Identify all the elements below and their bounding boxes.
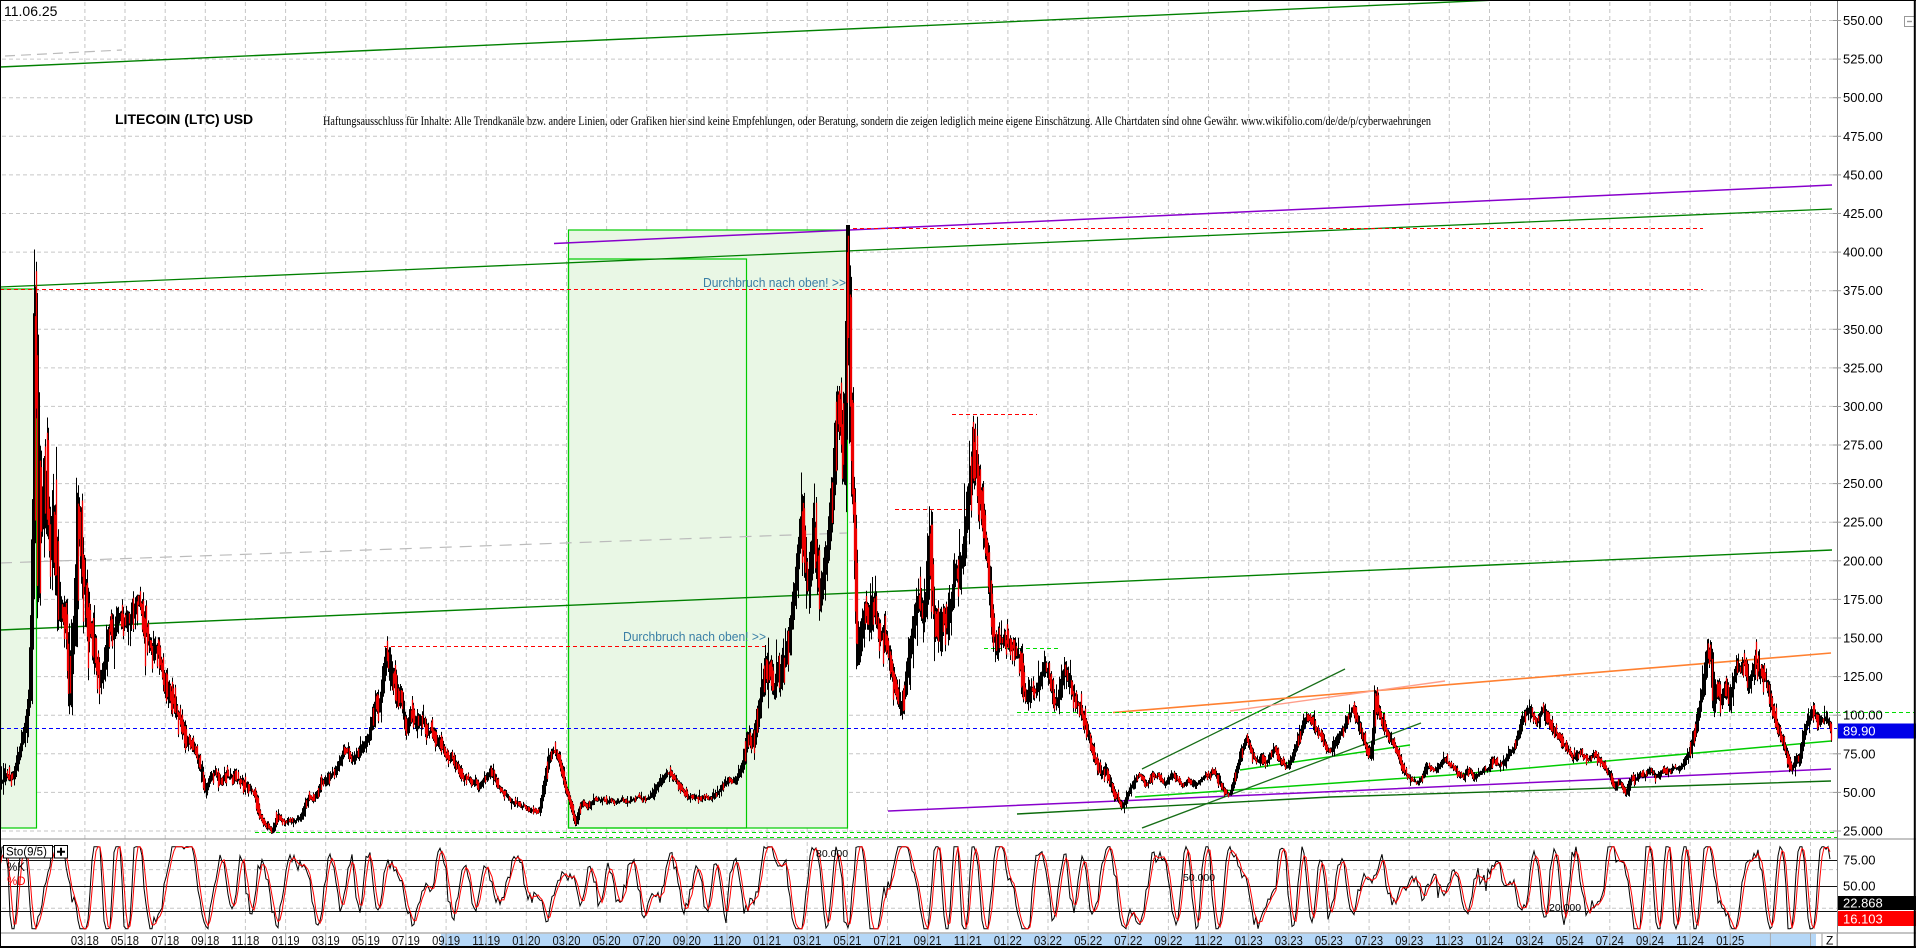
- svg-text:125.00: 125.00: [1843, 669, 1883, 684]
- svg-text:01.23: 01.23: [1235, 934, 1263, 948]
- svg-text:07.18: 07.18: [151, 934, 179, 948]
- svg-text:250.00: 250.00: [1843, 476, 1883, 491]
- svg-text:11.21: 11.21: [954, 934, 982, 948]
- svg-text:09.21: 09.21: [914, 934, 942, 948]
- svg-text:150.00: 150.00: [1843, 631, 1883, 646]
- svg-text:350.00: 350.00: [1843, 322, 1883, 337]
- svg-text:550.00: 550.00: [1843, 13, 1883, 28]
- svg-text:Sto(9/5): Sto(9/5): [6, 847, 47, 859]
- svg-text:01.25: 01.25: [1716, 934, 1744, 948]
- svg-text:03.21: 03.21: [793, 934, 821, 948]
- svg-text:75.00: 75.00: [1843, 746, 1876, 761]
- svg-text:300.00: 300.00: [1843, 399, 1883, 414]
- svg-text:450.00: 450.00: [1843, 167, 1883, 182]
- svg-text:425.00: 425.00: [1843, 206, 1883, 221]
- svg-text:50.000: 50.000: [1183, 872, 1215, 884]
- svg-text:20.000: 20.000: [1549, 902, 1581, 914]
- svg-text:03.24: 03.24: [1516, 934, 1544, 948]
- svg-text:07.22: 07.22: [1114, 934, 1142, 948]
- svg-text:09.22: 09.22: [1154, 934, 1182, 948]
- svg-text:25.000: 25.000: [1843, 824, 1883, 839]
- svg-text:80.000: 80.000: [816, 848, 848, 860]
- svg-text:09.20: 09.20: [673, 934, 701, 948]
- svg-text:05.23: 05.23: [1315, 934, 1343, 948]
- svg-text:%K: %K: [7, 862, 25, 874]
- svg-text:22.868: 22.868: [1843, 896, 1883, 911]
- svg-text:05.19: 05.19: [352, 934, 380, 948]
- svg-text:03.19: 03.19: [312, 934, 340, 948]
- svg-text:16.103: 16.103: [1843, 912, 1883, 927]
- svg-text:01.19: 01.19: [272, 934, 300, 948]
- svg-text:175.00: 175.00: [1843, 592, 1883, 607]
- svg-text:01.21: 01.21: [753, 934, 781, 948]
- svg-text:11.20: 11.20: [713, 934, 741, 948]
- svg-text:Durchbruch nach oben! >>: Durchbruch nach oben! >>: [623, 629, 766, 644]
- svg-text:11.19: 11.19: [472, 934, 500, 948]
- svg-text:09.18: 09.18: [191, 934, 219, 948]
- svg-text:11.06.25: 11.06.25: [4, 3, 58, 19]
- svg-text:05.22: 05.22: [1074, 934, 1102, 948]
- svg-text:07.24: 07.24: [1596, 934, 1624, 948]
- svg-text:03.18: 03.18: [71, 934, 99, 948]
- svg-text:05.21: 05.21: [833, 934, 861, 948]
- svg-text:225.00: 225.00: [1843, 515, 1883, 530]
- svg-text:500.00: 500.00: [1843, 90, 1883, 105]
- svg-text:Durchbruch nach oben! >>: Durchbruch nach oben! >>: [703, 275, 846, 290]
- svg-text:100.00: 100.00: [1843, 708, 1883, 723]
- svg-text:75.00: 75.00: [1843, 853, 1876, 868]
- svg-text:05.24: 05.24: [1556, 934, 1584, 948]
- svg-text:01.24: 01.24: [1476, 934, 1504, 948]
- svg-text:50.00: 50.00: [1843, 785, 1876, 800]
- svg-text:07.19: 07.19: [392, 934, 420, 948]
- svg-text:07.21: 07.21: [874, 934, 902, 948]
- svg-text:50.00: 50.00: [1843, 879, 1876, 894]
- svg-text:400.00: 400.00: [1843, 245, 1883, 260]
- svg-text:09.23: 09.23: [1395, 934, 1423, 948]
- svg-text:11.23: 11.23: [1435, 934, 1463, 948]
- svg-text:200.00: 200.00: [1843, 553, 1883, 568]
- svg-text:03.20: 03.20: [553, 934, 581, 948]
- svg-text:%D: %D: [7, 876, 26, 888]
- svg-text:375.00: 375.00: [1843, 283, 1883, 298]
- svg-text:525.00: 525.00: [1843, 52, 1883, 67]
- svg-text:03.22: 03.22: [1034, 934, 1062, 948]
- svg-text:07.20: 07.20: [633, 934, 661, 948]
- svg-text:11.24: 11.24: [1676, 934, 1704, 948]
- svg-text:05.18: 05.18: [111, 934, 139, 948]
- svg-text:89.90: 89.90: [1843, 724, 1876, 739]
- svg-text:475.00: 475.00: [1843, 129, 1883, 144]
- svg-text:01.20: 01.20: [512, 934, 540, 948]
- svg-text:09.19: 09.19: [432, 934, 460, 948]
- svg-text:325.00: 325.00: [1843, 360, 1883, 375]
- svg-text:03.23: 03.23: [1275, 934, 1303, 948]
- svg-text:07.23: 07.23: [1355, 934, 1383, 948]
- svg-text:11.18: 11.18: [231, 934, 259, 948]
- svg-text:Z: Z: [1826, 934, 1833, 948]
- svg-text:Haftungsausschluss für Inhalte: Haftungsausschluss für Inhalte: Alle Tre…: [323, 113, 1431, 128]
- svg-text:11.22: 11.22: [1195, 934, 1223, 948]
- svg-text:01.22: 01.22: [994, 934, 1022, 948]
- svg-text:LITECOIN (LTC) USD: LITECOIN (LTC) USD: [115, 111, 253, 127]
- svg-text:275.00: 275.00: [1843, 438, 1883, 453]
- svg-text:05.20: 05.20: [593, 934, 621, 948]
- svg-text:09.24: 09.24: [1636, 934, 1664, 948]
